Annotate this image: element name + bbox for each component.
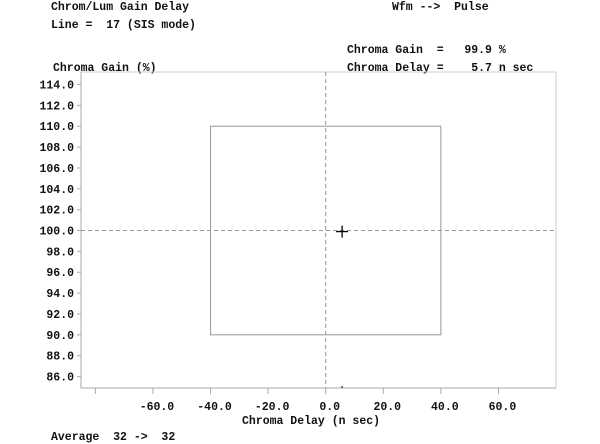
- y-tick-label: 96.0: [46, 267, 74, 280]
- y-tick-label: 86.0: [46, 372, 74, 385]
- x-tick-label: -40.0: [197, 401, 232, 414]
- measurement-title: Chrom/Lum Gain Delay: [51, 1, 190, 14]
- x-tick-label: 0.0: [319, 401, 340, 414]
- x-tick-label: 60.0: [489, 401, 517, 414]
- y-tick-label: 108.0: [39, 142, 74, 155]
- y-tick-label: 106.0: [39, 163, 74, 176]
- x-tick-label: 20.0: [373, 401, 401, 414]
- average-info: Average 32 -> 32: [51, 431, 176, 444]
- y-tick-label: 102.0: [39, 205, 74, 218]
- x-axis-label: Chroma Delay (n sec): [242, 415, 381, 428]
- waveform-info: Wfm --> Pulse: [392, 1, 489, 14]
- x-tick-label: -60.0: [140, 401, 175, 414]
- line-info: Line = 17 (SIS mode): [51, 19, 196, 32]
- x-tick-label: -20.0: [255, 401, 290, 414]
- y-tick-label: 100.0: [39, 226, 74, 239]
- y-tick-label: 110.0: [39, 121, 74, 134]
- y-tick-label: 98.0: [46, 246, 74, 259]
- chroma-gain-readout: Chroma Gain = 99.9 %: [347, 44, 506, 57]
- y-tick-label: 104.0: [39, 184, 74, 197]
- x-tick-label: 40.0: [431, 401, 459, 414]
- y-tick-label: 94.0: [46, 288, 74, 301]
- y-tick-label: 114.0: [39, 80, 74, 93]
- y-tick-label: 112.0: [39, 100, 74, 113]
- plot-frame: [80, 71, 557, 389]
- y-tick-label: 88.0: [46, 351, 74, 364]
- y-tick-label: 92.0: [46, 309, 74, 322]
- y-tick-label: 90.0: [46, 330, 74, 343]
